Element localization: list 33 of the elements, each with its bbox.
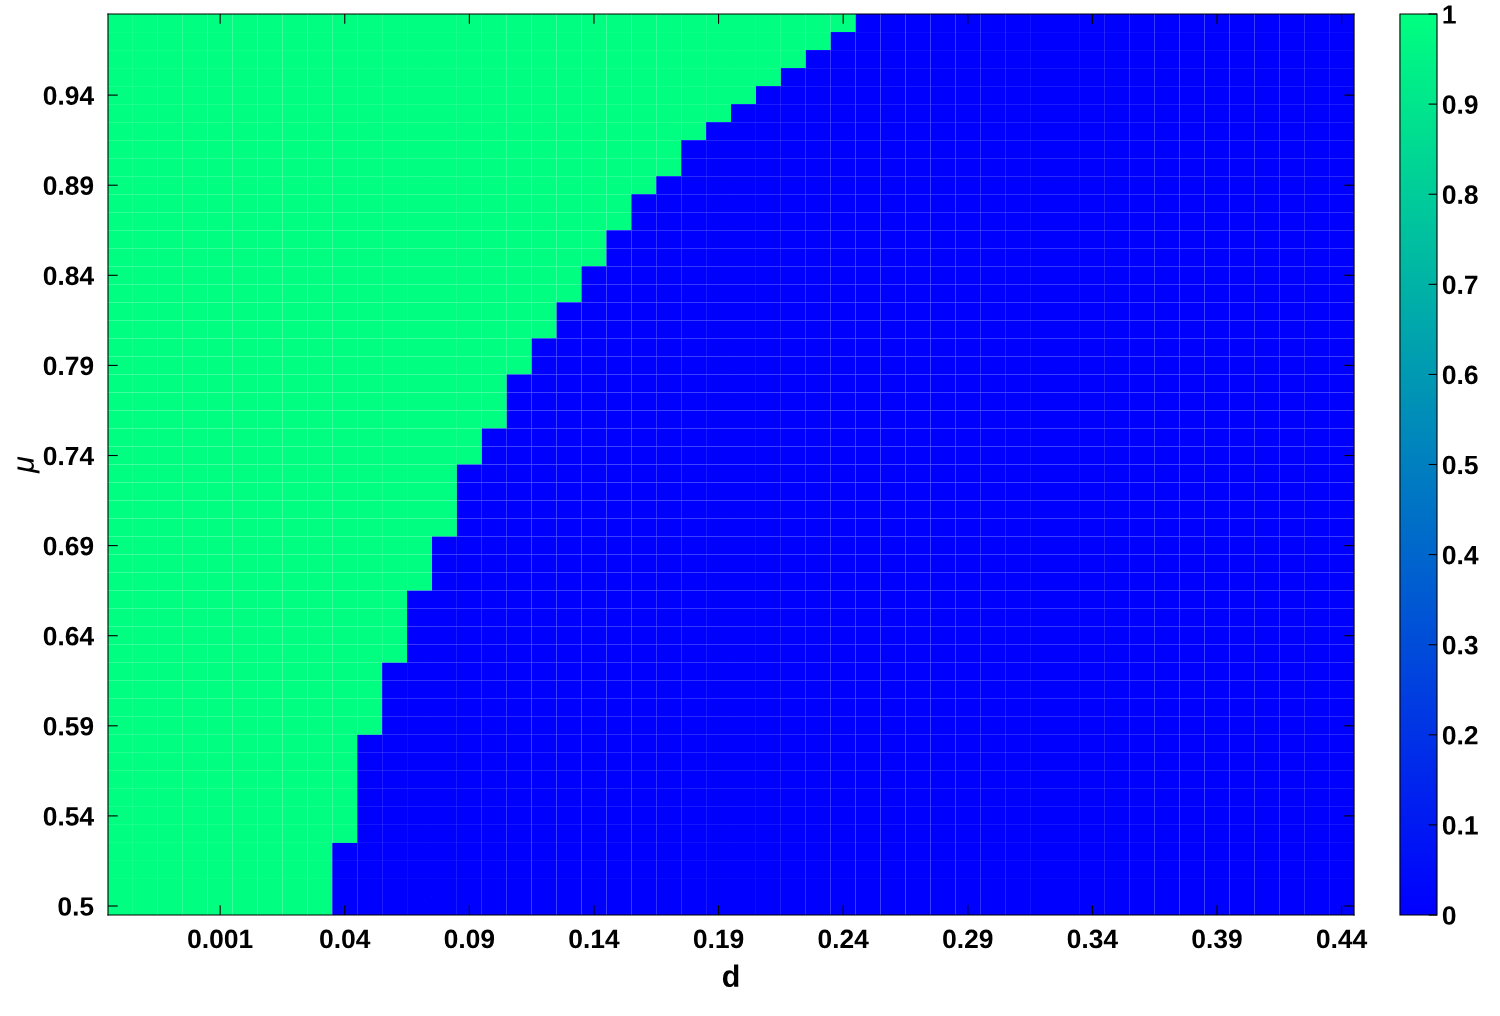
x-tick-label: 0.19: [693, 929, 744, 949]
y-tick-label: 0.64: [43, 626, 94, 646]
color-bar-label: 0.2: [1442, 725, 1478, 745]
x-tick-label: 0.04: [320, 929, 371, 949]
color-bar-label: 0.7: [1442, 275, 1478, 295]
y-tick-label: 0.89: [43, 176, 94, 196]
y-tick-label: 0.94: [43, 86, 94, 105]
color-bar-label: 0.5: [1442, 455, 1478, 475]
color-bar-label: 0.6: [1442, 365, 1478, 385]
x-tick-label: 0.29: [943, 929, 993, 949]
color-bar-label: 0: [1442, 906, 1456, 925]
color-bar-label: 0.4: [1442, 545, 1479, 565]
x-tick-label: 0.09: [444, 929, 495, 949]
y-tick-label: 0.74: [43, 446, 94, 466]
y-tick-label: 0.69: [43, 536, 94, 556]
x-tick-label: 0.14: [569, 929, 620, 949]
y-axis-title: μ: [17, 456, 40, 474]
color-bar-label: 0.9: [1442, 95, 1478, 114]
x-tick-label: 0.24: [818, 929, 869, 949]
y-tick-label: 0.5: [58, 897, 94, 916]
y-tick-label: 0.84: [43, 266, 94, 286]
y-tick-label: 0.59: [43, 716, 94, 736]
color-bar-label: 0.1: [1442, 816, 1478, 835]
x-tick-label: 0.39: [1192, 929, 1242, 949]
color-bar-label: 0.8: [1442, 185, 1478, 205]
x-tick-label: 0.34: [1067, 929, 1118, 949]
x-axis-title: d: [722, 964, 739, 988]
color-bar-label: 1: [1443, 5, 1456, 24]
x-tick-label: 0.44: [1316, 929, 1368, 949]
y-tick-label: 0.79: [43, 356, 94, 376]
y-tick-label: 0.54: [43, 807, 94, 826]
x-tick-label: 0.001: [188, 929, 253, 949]
color-bar-label: 0.3: [1442, 635, 1478, 655]
